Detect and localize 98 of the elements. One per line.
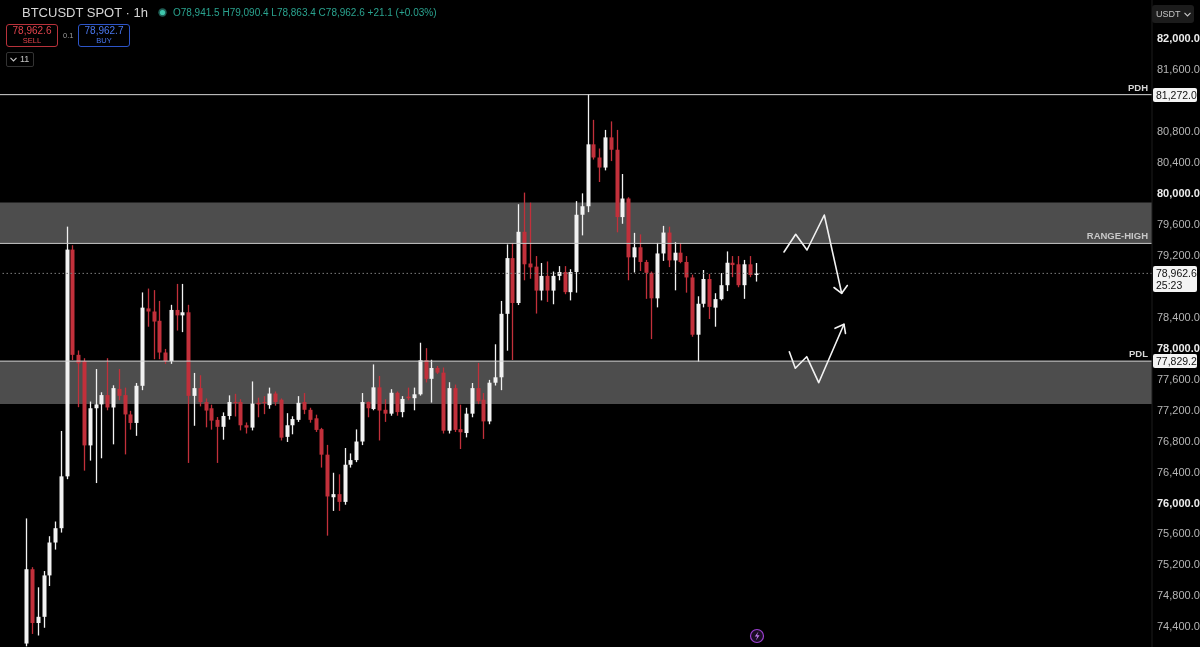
annotation: 78,962.6	[11, 25, 53, 36]
candlestick	[400, 395, 405, 418]
candlestick	[481, 392, 486, 440]
candlestick	[580, 192, 585, 237]
candlestick	[105, 357, 110, 411]
candlestick	[632, 232, 637, 274]
ref-line-label: RANGE-HIGH	[1086, 230, 1149, 242]
candlestick	[742, 259, 747, 300]
y-tick-label: 78,400.0	[1157, 310, 1200, 323]
y-tick-label: 79,600.0	[1157, 217, 1200, 230]
candlestick	[290, 415, 295, 435]
candlestick	[354, 428, 359, 463]
candlestick	[175, 283, 180, 332]
text: 25:23	[1155, 279, 1184, 292]
candlestick	[644, 259, 649, 300]
candlestick	[302, 392, 307, 415]
y-tick-label: 77,200.0	[1157, 403, 1200, 416]
y-tick-label: 76,800.0	[1157, 434, 1200, 447]
candlestick	[534, 255, 539, 315]
candlestick	[36, 586, 41, 637]
candlestick	[262, 395, 267, 415]
candlestick	[128, 410, 133, 431]
candlestick	[736, 255, 741, 288]
y-tick-label: 80,400.0	[1157, 155, 1200, 168]
candlestick	[146, 287, 151, 328]
candlestick	[424, 347, 429, 384]
candlestick	[371, 363, 376, 411]
candlestick	[395, 390, 400, 417]
candlestick	[597, 147, 602, 183]
candlestick	[754, 262, 759, 283]
y-tick-label: 80,800.0	[1157, 125, 1200, 138]
y-tick-label: 76,000.0	[1157, 496, 1200, 509]
text: 78,962.6	[1155, 267, 1197, 280]
y-tick-label: 78,000.0	[1157, 341, 1200, 354]
annotation: 78,962.7	[83, 25, 125, 36]
candlestick	[331, 472, 336, 512]
y-tick-label: 82,000.0	[1157, 32, 1200, 45]
y-tick-label: 79,200.0	[1157, 248, 1200, 261]
y-tick-label: 77,600.0	[1157, 372, 1200, 385]
candlestick	[198, 374, 203, 408]
candlestick	[53, 520, 58, 551]
candlestick	[377, 375, 382, 442]
candlestick	[250, 380, 255, 432]
candlestick	[238, 398, 243, 432]
candlestick	[215, 416, 220, 464]
ref-line-label: PDL	[1129, 348, 1149, 360]
y-tick-label: 75,200.0	[1157, 558, 1200, 571]
y-tick-label: 80,000.0	[1157, 186, 1200, 199]
y-tick-label: 75,600.0	[1157, 527, 1200, 540]
candlestick	[209, 404, 214, 431]
candlestick	[99, 391, 104, 459]
y-tick-label: 74,400.0	[1157, 620, 1200, 633]
candlestick	[719, 272, 724, 302]
candlestick	[221, 411, 226, 441]
candlestick	[568, 268, 573, 302]
y-tick-label: 74,800.0	[1157, 589, 1200, 602]
chart-title: BTCUSDT SPOT · 1h	[22, 5, 148, 20]
currency-dropdown: USDT	[1152, 5, 1194, 23]
candlestick	[180, 283, 185, 333]
candlestick	[192, 372, 197, 427]
candlestick	[551, 270, 556, 305]
candlestick	[661, 225, 666, 262]
candlestick	[123, 386, 128, 456]
annotation: 77,829.2	[1153, 355, 1197, 368]
candlestick	[713, 292, 718, 328]
candlestick	[429, 359, 434, 404]
candlestick	[296, 395, 301, 423]
candlestick	[111, 384, 116, 445]
candlestick	[285, 412, 290, 443]
candlestick	[673, 241, 678, 291]
candlestick	[563, 265, 568, 295]
text: O78,941.5 H79,090.4 L78,863.4 C78,962.6 +21.1 (+0.03%)	[172, 7, 437, 18]
candlestick	[684, 255, 689, 294]
candlestick	[539, 262, 544, 302]
candlestick	[638, 233, 643, 272]
candlestick	[545, 260, 550, 303]
candlestick	[227, 394, 232, 421]
candlestick	[620, 173, 625, 225]
toggle-button: 11	[6, 52, 34, 67]
candlestick	[337, 473, 342, 512]
y-tick-label: 76,400.0	[1157, 465, 1200, 478]
candlestick	[609, 120, 614, 162]
candlestick	[748, 255, 753, 278]
ref-line-label: PDH	[1127, 81, 1149, 93]
candlestick	[725, 250, 730, 292]
candlestick	[383, 398, 388, 423]
candlestick	[493, 343, 498, 387]
candlestick	[267, 386, 272, 410]
candlestick	[678, 242, 683, 264]
candlestick	[591, 119, 596, 161]
y-tick-label: 81,600.0	[1157, 63, 1200, 76]
candlestick	[117, 368, 122, 401]
candlestick	[389, 388, 394, 417]
annotation: 81,272.0	[1153, 88, 1197, 101]
candlestick	[412, 386, 417, 411]
candlestick	[94, 368, 99, 484]
annotation: 11	[20, 54, 30, 64]
candlestick	[464, 407, 469, 439]
